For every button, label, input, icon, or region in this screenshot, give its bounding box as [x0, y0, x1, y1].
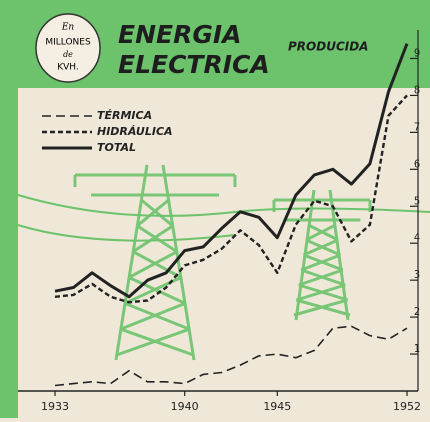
frame-left	[0, 0, 18, 418]
y-tick-label: 5	[414, 194, 420, 207]
y-tick-label: 4	[414, 231, 420, 244]
wire	[17, 194, 430, 217]
pylon-brace	[298, 268, 344, 287]
pylon-brace	[140, 198, 174, 227]
x-tick-label: 1945	[263, 400, 291, 413]
pylon-brace	[303, 238, 339, 257]
unit-label: MILLONES	[45, 38, 91, 48]
y-tick-label: 1	[414, 342, 420, 355]
pylon-brace	[116, 327, 190, 357]
y-tick-label: 9	[414, 46, 420, 59]
pylon	[272, 189, 372, 321]
series-line	[54, 43, 409, 299]
unit-label: En	[61, 23, 75, 33]
pylon-brace	[305, 223, 337, 242]
pylon-brace	[293, 298, 349, 317]
pylon-brace	[295, 283, 346, 302]
legend-label: TÉRMICA	[97, 109, 152, 122]
series-line	[54, 94, 408, 304]
y-tick-label: 8	[414, 83, 420, 96]
chart-subtitle: PRODUCIDA	[288, 40, 368, 54]
legend-label: HIDRÁULICA	[97, 125, 173, 138]
pylon-brace	[128, 276, 186, 305]
pylon	[73, 164, 237, 361]
frame-top	[0, 0, 430, 10]
pylon-brace	[132, 224, 174, 253]
pylon-brace	[120, 301, 186, 331]
pylon-brace	[136, 224, 178, 253]
wire	[17, 224, 236, 242]
x-tick-label: 1952	[393, 400, 421, 413]
series-line	[54, 325, 408, 387]
y-tick-label: 7	[414, 120, 420, 133]
pylon-brace	[124, 301, 190, 331]
unit-label: KVH.	[57, 63, 79, 73]
pylon-brace	[128, 250, 178, 279]
pylon-brace	[136, 198, 170, 227]
y-tick-label: 2	[414, 305, 420, 318]
chart-title: ENERGIA ELECTRICA	[118, 20, 270, 79]
legend-label: TOTAL	[97, 141, 136, 154]
unit-label: de	[63, 50, 73, 59]
unit-badge	[35, 13, 101, 83]
pylon-brace	[300, 253, 341, 272]
y-tick-label: 6	[414, 157, 420, 170]
pylon-brace	[132, 250, 182, 279]
x-tick-label: 1940	[171, 400, 199, 413]
x-tick-label: 1933	[41, 400, 69, 413]
y-tick-label: 3	[414, 268, 420, 281]
